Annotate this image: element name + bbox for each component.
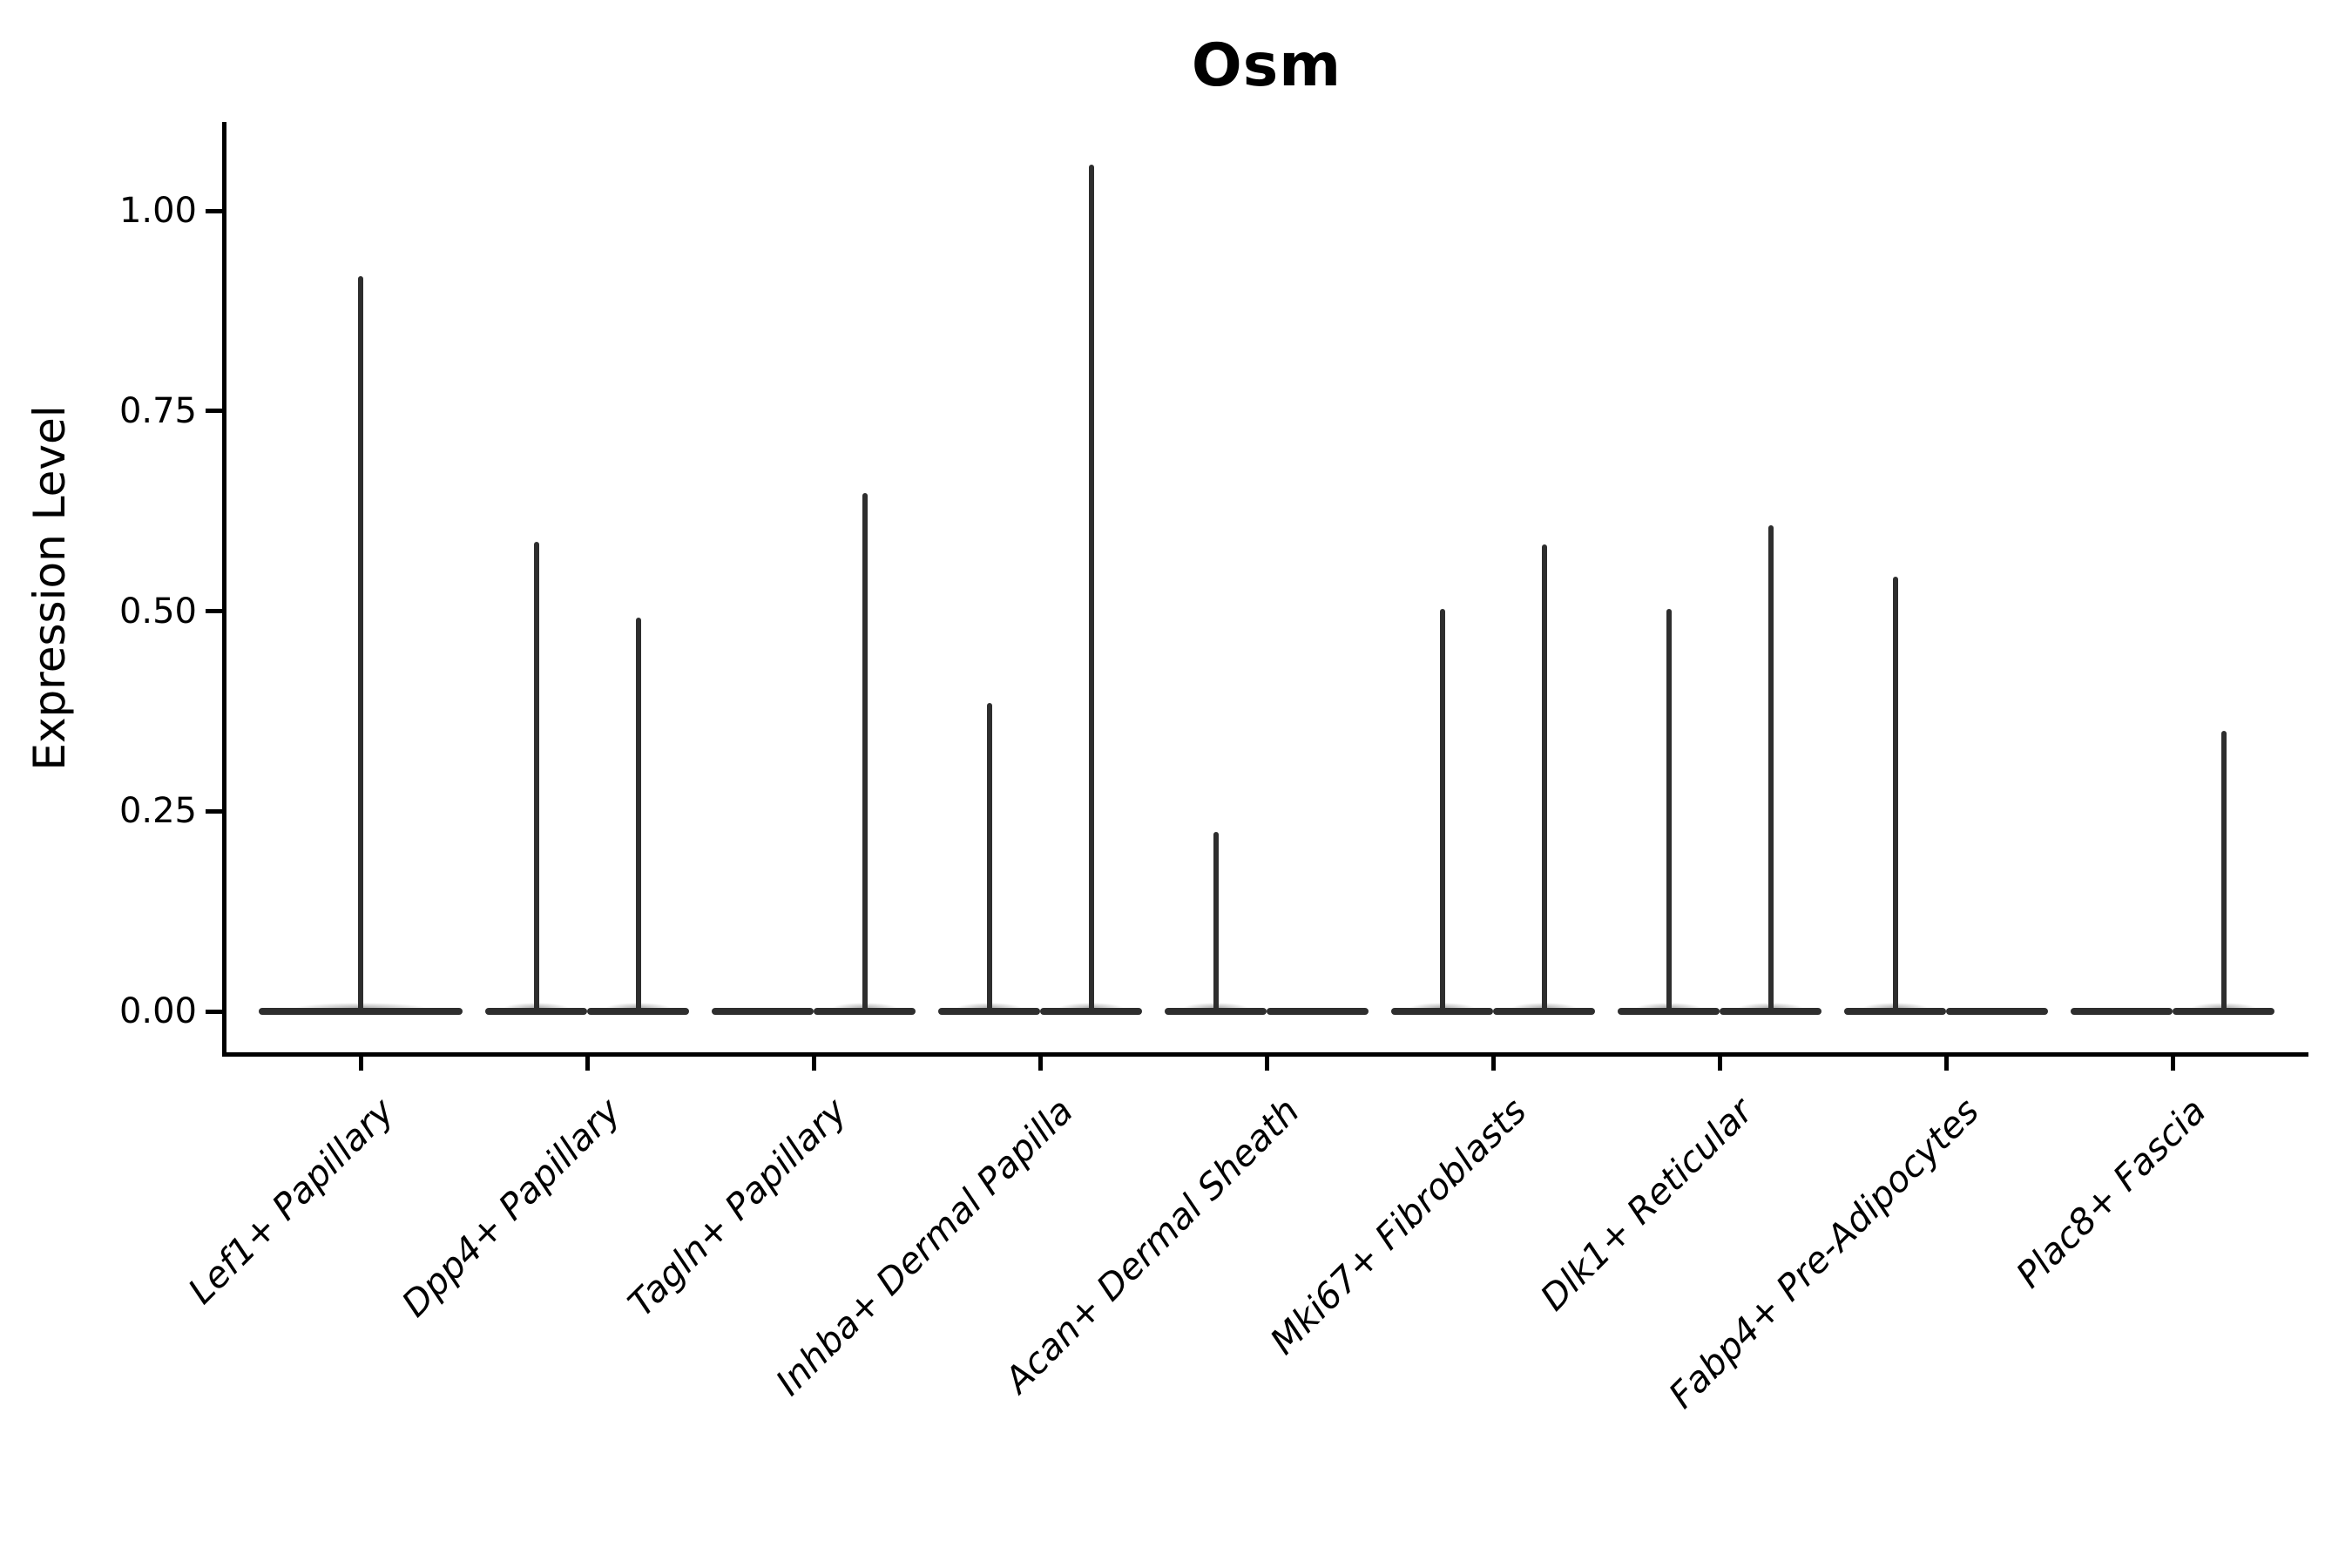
- x-tick-mark: [811, 1057, 816, 1071]
- x-tick-label: Tagln+ Papillary: [619, 1090, 855, 1325]
- y-tick-label: 0.25: [118, 791, 197, 832]
- violin-max-spike: [1541, 544, 1547, 1013]
- x-tick-mark: [1717, 1057, 1722, 1071]
- x-tick-mark: [1264, 1057, 1269, 1071]
- y-tick-label: 0.00: [118, 991, 197, 1031]
- x-tick-label: Dpp4+ Papillary: [393, 1090, 629, 1325]
- x-tick-label: Mki67+ Fibroblasts: [1261, 1090, 1535, 1363]
- violin-max-spike: [2220, 731, 2227, 1013]
- violin-max-spike: [635, 617, 641, 1013]
- y-tick-label: 0.75: [118, 390, 197, 431]
- x-axis-spine: [222, 1052, 2308, 1057]
- violin-body: [1946, 1008, 2048, 1015]
- violin-max-spike: [1666, 608, 1672, 1013]
- violin-max-spike: [1213, 832, 1219, 1013]
- violin-max-spike: [1892, 576, 1898, 1013]
- x-tick-label: Dlk1+ Reticular: [1531, 1090, 1761, 1319]
- x-tick-label: Plac8+ Fascia: [2007, 1090, 2214, 1296]
- x-tick-mark: [1037, 1057, 1043, 1071]
- y-tick-mark: [206, 1009, 225, 1014]
- y-tick-mark: [206, 609, 225, 613]
- violin-body: [2071, 1008, 2173, 1015]
- violin-body: [1267, 1008, 1369, 1015]
- violin-max-spike: [1088, 164, 1094, 1013]
- y-tick-mark: [206, 808, 225, 814]
- violin-max-spike: [862, 493, 868, 1013]
- violin-max-spike: [358, 276, 363, 1013]
- x-tick-mark: [585, 1057, 590, 1071]
- violin-max-spike: [986, 703, 992, 1013]
- y-tick-mark: [206, 409, 225, 414]
- violin-max-spike: [1767, 525, 1774, 1013]
- y-tick-mark: [206, 208, 225, 213]
- y-tick-label: 0.50: [118, 591, 197, 632]
- y-axis-label: Expression Level: [24, 405, 75, 771]
- y-axis-spine: [222, 122, 226, 1057]
- x-tick-mark: [2170, 1057, 2175, 1071]
- violin-max-spike: [1439, 608, 1445, 1013]
- x-tick-mark: [358, 1057, 363, 1071]
- violin-body: [712, 1008, 814, 1015]
- x-tick-mark: [1943, 1057, 1949, 1071]
- x-tick-mark: [1490, 1057, 1496, 1071]
- chart-title: Osm: [1191, 31, 1342, 100]
- violin-max-spike: [533, 541, 539, 1013]
- y-tick-label: 1.00: [118, 191, 197, 231]
- x-tick-label: Lef1+ Papillary: [179, 1090, 402, 1313]
